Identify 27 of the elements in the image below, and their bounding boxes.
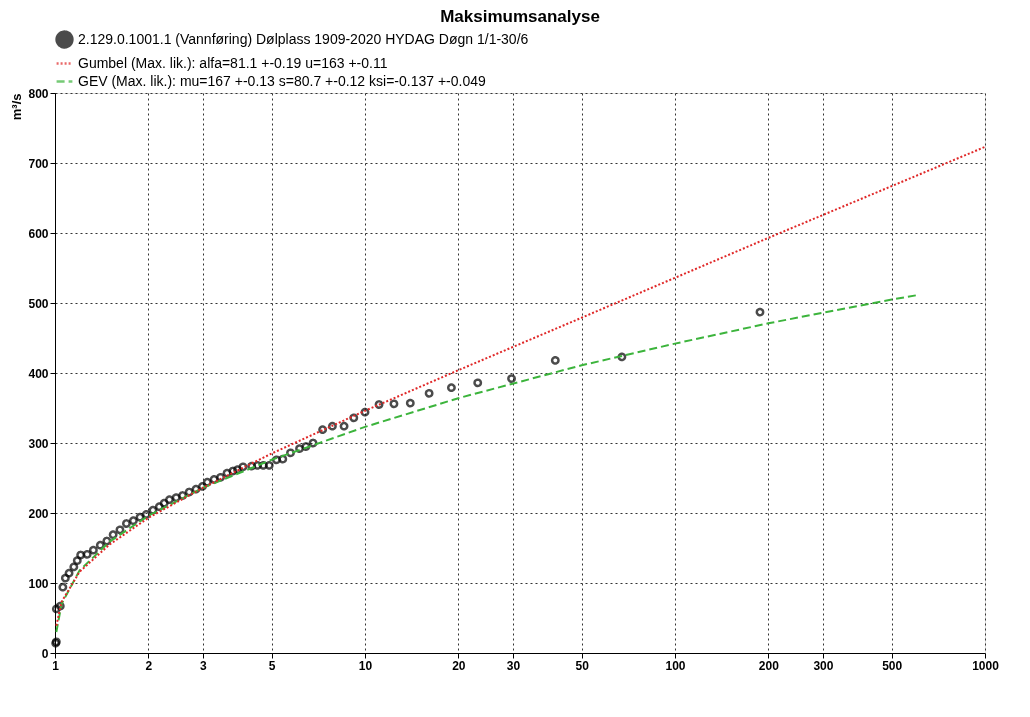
x-tick-label: 100 — [665, 658, 686, 673]
x-tick-label: 3 — [200, 658, 208, 673]
x-tick-label: 50 — [575, 658, 590, 673]
x-tick-label: 10 — [358, 658, 373, 673]
legend-label: 2.129.0.1001.1 (Vannføring) Dølplass 1909-2020 HYDAG Døgn 1/1-30/6 — [78, 30, 529, 47]
y-tick-label: 400 — [28, 366, 49, 381]
y-tick-label: 100 — [28, 576, 49, 591]
legend-label: GEV (Max. lik.): mu=167 +-0.13 s=80.7 +-0.12 ksi=-0.137 +-0.049 — [78, 72, 486, 89]
legend-label: Gumbel (Max. lik.): alfa=81.1 +-0.19 u=163 +-0.11 — [78, 54, 388, 71]
x-tick-label: 5 — [268, 658, 276, 673]
y-tick-label: 600 — [28, 226, 49, 241]
x-tick-label: 200 — [758, 658, 780, 673]
x-tick-label: 30 — [506, 658, 521, 673]
chart-title: Maksimumsanalyse — [440, 7, 600, 26]
x-tick-label: 1 — [52, 658, 60, 673]
x-tick-label: 300 — [813, 658, 834, 673]
y-tick-label: 0 — [41, 646, 49, 661]
x-tick-label: 2 — [145, 658, 153, 673]
y-tick-label: 500 — [28, 296, 49, 311]
x-tick-label: 500 — [882, 658, 903, 673]
y-axis-title: m³/s — [9, 93, 25, 121]
y-tick-label: 200 — [28, 506, 49, 521]
y-tick-label: 300 — [28, 436, 49, 451]
y-tick-label: 700 — [28, 156, 49, 171]
x-tick-label: 1000 — [972, 658, 1000, 673]
x-tick-label: 20 — [452, 658, 466, 673]
y-tick-label: 800 — [28, 86, 49, 101]
